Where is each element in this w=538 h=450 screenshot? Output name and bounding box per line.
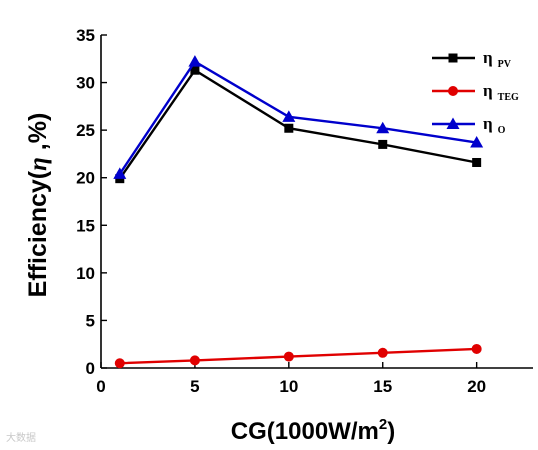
data-point-teg bbox=[189, 355, 200, 366]
legend-item-pv: η PV bbox=[432, 48, 512, 70]
series-pv bbox=[115, 65, 482, 184]
data-point-o bbox=[376, 121, 390, 134]
legend-symbol: η bbox=[483, 81, 493, 100]
x-axis-label-sup: 2 bbox=[379, 416, 387, 433]
x-tick-label: 15 bbox=[373, 377, 392, 396]
series-line-teg bbox=[119, 347, 477, 365]
y-axis-label-eta: η bbox=[25, 157, 52, 171]
data-point-o bbox=[282, 110, 296, 122]
legend-subscript: O bbox=[498, 125, 506, 136]
legend-symbol: η bbox=[483, 48, 493, 67]
data-point-pv bbox=[190, 65, 200, 75]
x-tick-label: 20 bbox=[467, 377, 486, 396]
watermark: 大数据 bbox=[6, 431, 36, 444]
data-point-o bbox=[470, 136, 484, 148]
series-group bbox=[113, 55, 484, 369]
legend-marker bbox=[448, 53, 458, 63]
x-ticks: 0 5 10 15 20 bbox=[96, 362, 486, 396]
data-point-pv bbox=[378, 139, 388, 149]
x-axis-label-main: CG(1000W/m bbox=[231, 418, 379, 445]
y-tick-label: 10 bbox=[76, 264, 95, 283]
y-tick-label: 30 bbox=[76, 74, 95, 93]
legend-label: η PV bbox=[483, 48, 512, 70]
data-point-pv bbox=[284, 123, 294, 133]
data-point-teg bbox=[283, 351, 294, 362]
y-axis-label-pre: Efficiency( bbox=[24, 170, 52, 297]
y-tick-label: 0 bbox=[86, 359, 95, 378]
legend-subscript: PV bbox=[498, 59, 512, 70]
axes bbox=[100, 35, 533, 369]
legend-marker bbox=[448, 86, 458, 96]
legend-symbol: η bbox=[483, 114, 493, 133]
series-line-o bbox=[118, 60, 477, 175]
y-tick-label: 20 bbox=[76, 169, 95, 188]
legend-marker bbox=[446, 117, 460, 129]
data-point-pv bbox=[472, 157, 482, 167]
y-ticks: 0 5 10 15 20 25 30 35 bbox=[76, 26, 107, 378]
series-o bbox=[113, 55, 484, 179]
x-tick-label: 5 bbox=[190, 377, 199, 396]
series-line-pv bbox=[118, 68, 477, 180]
data-point-teg bbox=[471, 343, 482, 354]
y-tick-label: 25 bbox=[76, 121, 95, 140]
x-tick-label: 0 bbox=[96, 377, 105, 396]
legend-subscript: TEG bbox=[498, 92, 519, 103]
data-point-o bbox=[113, 167, 127, 179]
y-axis-label: Efficiency(η ,%) bbox=[24, 113, 52, 298]
series-teg bbox=[114, 343, 482, 369]
y-tick-label: 35 bbox=[76, 26, 95, 45]
y-tick-label: 15 bbox=[76, 216, 95, 235]
legend-label: η TEG bbox=[483, 81, 519, 103]
x-tick-label: 10 bbox=[279, 377, 298, 396]
legend-item-teg: η TEG bbox=[432, 81, 519, 103]
y-tick-label: 5 bbox=[86, 311, 95, 330]
x-axis-label: CG(1000W/m2) bbox=[231, 416, 395, 445]
data-point-teg bbox=[114, 358, 125, 369]
x-axis-label-end: ) bbox=[387, 418, 395, 445]
data-point-o bbox=[188, 55, 202, 67]
data-point-teg bbox=[377, 347, 388, 358]
y-axis-label-post: ,%) bbox=[24, 113, 52, 157]
